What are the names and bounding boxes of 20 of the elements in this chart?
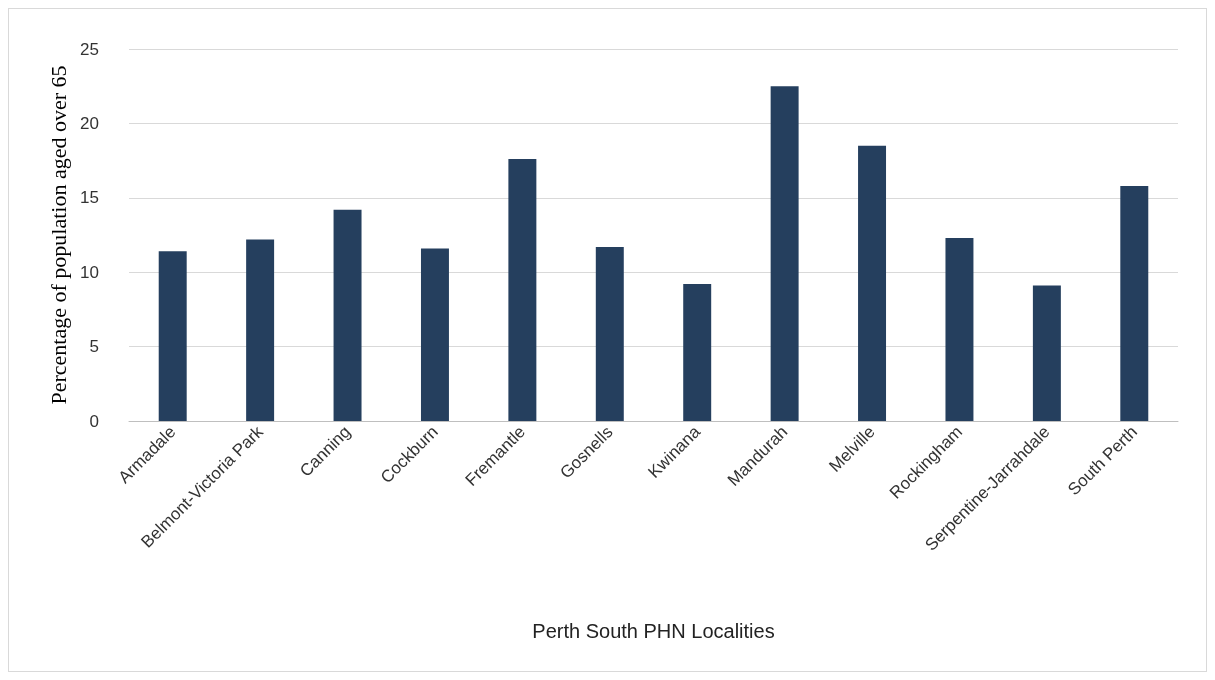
y-axis-title: Percentage of population aged over 65 [45, 65, 71, 405]
bar [246, 239, 275, 421]
bar [1032, 285, 1061, 421]
bar [508, 159, 537, 421]
y-tick-label: 15 [80, 188, 99, 208]
y-tick-label: 5 [89, 337, 99, 357]
bar [945, 237, 974, 421]
bar [333, 209, 362, 421]
bar [683, 284, 712, 421]
bar [770, 86, 799, 421]
y-tick-label: 0 [89, 411, 99, 431]
y-tick-label: 10 [80, 262, 99, 282]
bar [158, 251, 187, 421]
x-axis-title: Perth South PHN Localities [532, 620, 775, 642]
y-tick-label: 25 [80, 39, 99, 59]
bar [1120, 185, 1149, 421]
bar [595, 246, 624, 421]
y-tick-label: 20 [80, 113, 99, 133]
bar [858, 145, 887, 421]
bar [420, 248, 449, 421]
